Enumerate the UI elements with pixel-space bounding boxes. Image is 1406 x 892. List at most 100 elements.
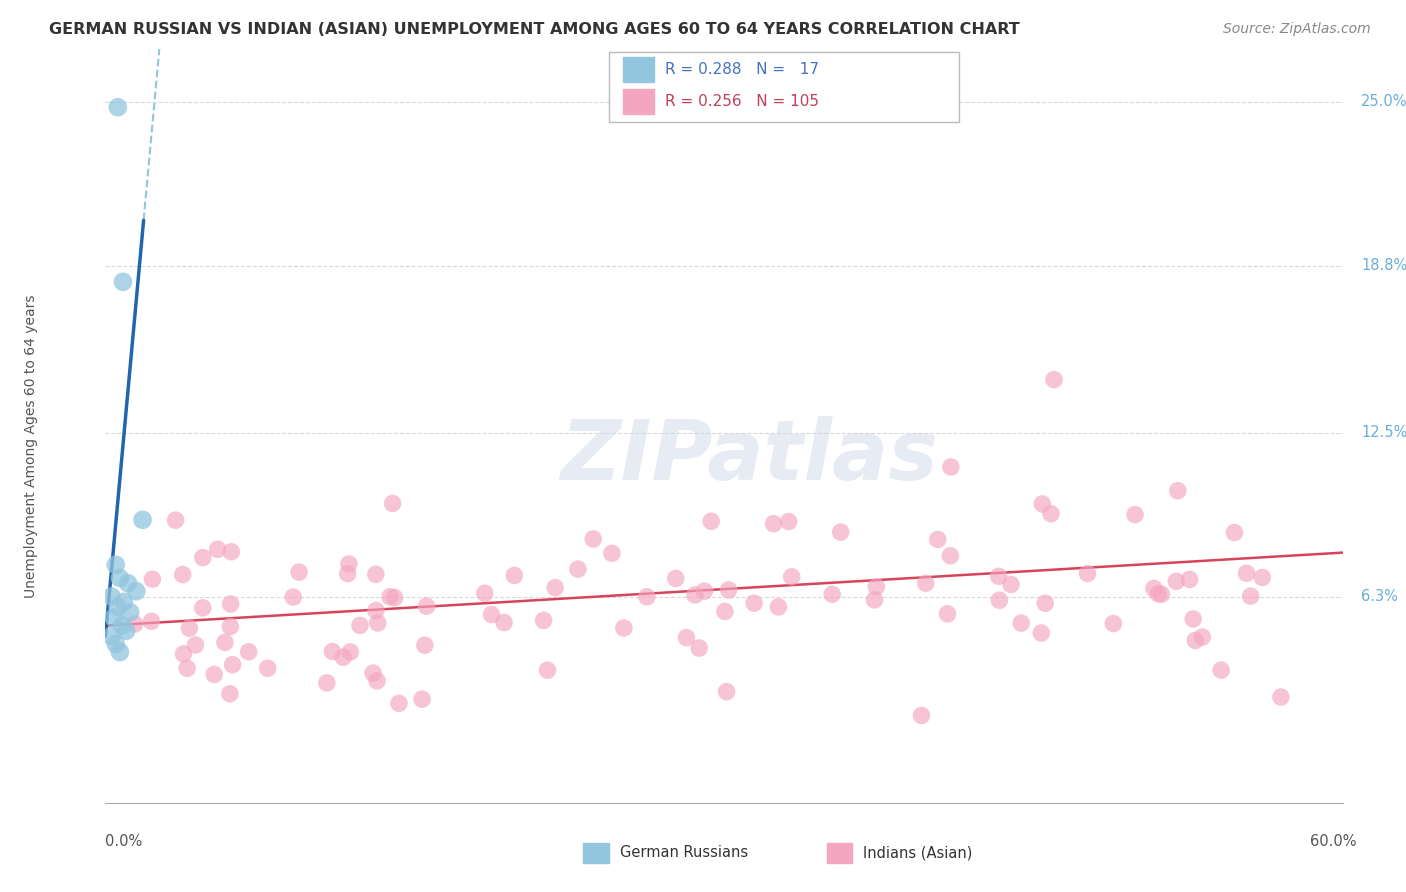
Point bbox=[613, 621, 636, 635]
Point bbox=[172, 567, 194, 582]
Point bbox=[108, 645, 131, 659]
Point bbox=[219, 687, 242, 701]
Text: 25.0%: 25.0% bbox=[1361, 95, 1406, 110]
Point bbox=[778, 515, 800, 529]
Point bbox=[1150, 587, 1173, 601]
Point bbox=[988, 593, 1011, 607]
Point bbox=[100, 590, 122, 604]
Point bbox=[111, 618, 134, 632]
Point bbox=[503, 568, 526, 582]
Text: Unemployment Among Ages 60 to 64 years: Unemployment Among Ages 60 to 64 years bbox=[24, 294, 38, 598]
Point bbox=[361, 666, 384, 681]
Point bbox=[533, 614, 555, 628]
Point bbox=[717, 582, 740, 597]
Point bbox=[714, 605, 737, 619]
Text: Source: ZipAtlas.com: Source: ZipAtlas.com bbox=[1223, 22, 1371, 37]
Point bbox=[367, 615, 389, 630]
Point bbox=[688, 641, 710, 656]
Point bbox=[125, 584, 148, 599]
Point bbox=[321, 644, 343, 658]
Point bbox=[536, 663, 558, 677]
Point bbox=[413, 638, 436, 652]
Point bbox=[378, 590, 401, 604]
Text: ZIPatlas: ZIPatlas bbox=[560, 416, 938, 497]
Text: GERMAN RUSSIAN VS INDIAN (ASIAN) UNEMPLOYMENT AMONG AGES 60 TO 64 YEARS CORRELAT: GERMAN RUSSIAN VS INDIAN (ASIAN) UNEMPLO… bbox=[49, 22, 1019, 37]
Point bbox=[1191, 630, 1213, 644]
Point bbox=[1031, 626, 1053, 640]
Text: German Russians: German Russians bbox=[620, 846, 748, 860]
Point bbox=[176, 661, 198, 675]
Point bbox=[1251, 570, 1274, 584]
Point bbox=[481, 607, 503, 622]
Point bbox=[238, 645, 260, 659]
Point bbox=[665, 571, 688, 585]
Point bbox=[288, 565, 311, 579]
Point bbox=[131, 513, 153, 527]
Point bbox=[1077, 566, 1099, 581]
Point bbox=[179, 621, 201, 635]
Point bbox=[830, 525, 852, 540]
Point bbox=[544, 581, 567, 595]
Point bbox=[693, 584, 716, 599]
Point bbox=[910, 708, 932, 723]
Text: 0.0%: 0.0% bbox=[105, 834, 142, 849]
Point bbox=[108, 571, 131, 585]
Point bbox=[1143, 582, 1166, 596]
Point bbox=[1039, 507, 1062, 521]
Point bbox=[600, 546, 623, 560]
Point bbox=[202, 667, 225, 681]
Point bbox=[381, 496, 404, 510]
Point bbox=[1147, 587, 1170, 601]
Text: 18.8%: 18.8% bbox=[1361, 259, 1406, 274]
Point bbox=[1182, 612, 1205, 626]
Point bbox=[107, 600, 129, 615]
Point bbox=[1167, 483, 1189, 498]
Point bbox=[336, 566, 359, 581]
Text: 6.3%: 6.3% bbox=[1361, 589, 1398, 604]
Point bbox=[474, 586, 496, 600]
Text: Indians (Asian): Indians (Asian) bbox=[863, 846, 973, 860]
Point bbox=[567, 562, 589, 576]
Point bbox=[104, 558, 127, 572]
Point bbox=[120, 606, 142, 620]
Point bbox=[221, 545, 243, 559]
Point bbox=[104, 637, 127, 651]
Point bbox=[316, 676, 339, 690]
Point bbox=[821, 587, 844, 601]
Point bbox=[1178, 573, 1201, 587]
Point bbox=[683, 588, 706, 602]
Point bbox=[219, 619, 242, 633]
Point bbox=[411, 692, 433, 706]
Point bbox=[256, 661, 278, 675]
Point bbox=[914, 576, 936, 591]
Point bbox=[582, 532, 605, 546]
Point bbox=[939, 459, 962, 474]
Point bbox=[124, 617, 146, 632]
Text: 12.5%: 12.5% bbox=[1361, 425, 1406, 440]
Point bbox=[207, 542, 229, 557]
Point bbox=[115, 624, 138, 638]
Point bbox=[716, 684, 738, 698]
Point bbox=[141, 615, 163, 629]
Point bbox=[364, 567, 387, 582]
Point bbox=[636, 590, 658, 604]
Point bbox=[927, 533, 949, 547]
Point bbox=[337, 557, 360, 571]
Point bbox=[1211, 663, 1233, 677]
Text: 60.0%: 60.0% bbox=[1310, 834, 1357, 849]
Point bbox=[141, 572, 163, 586]
Point bbox=[1043, 373, 1066, 387]
Point bbox=[936, 607, 959, 621]
Point bbox=[214, 635, 236, 649]
Point bbox=[191, 550, 214, 565]
Point bbox=[1239, 589, 1261, 603]
Point bbox=[283, 590, 305, 604]
Point bbox=[415, 599, 437, 614]
Point bbox=[349, 618, 371, 632]
Point bbox=[1166, 574, 1188, 589]
Point bbox=[494, 615, 516, 630]
Point bbox=[221, 657, 243, 672]
Point bbox=[184, 638, 207, 652]
Point bbox=[191, 600, 214, 615]
Point bbox=[366, 673, 388, 688]
